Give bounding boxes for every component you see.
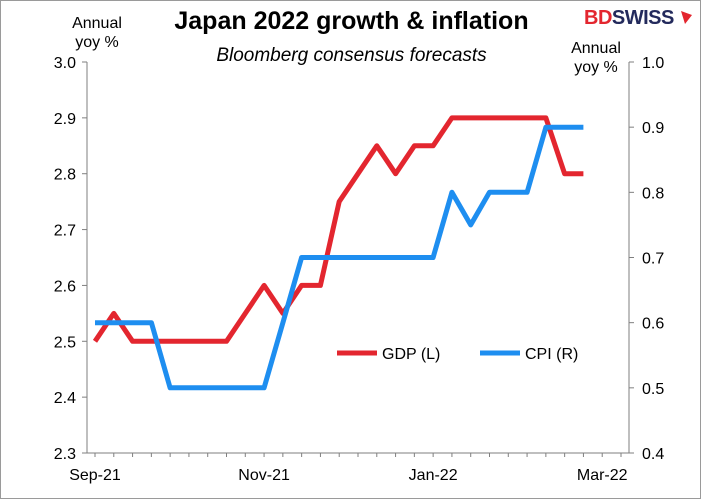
right-y-tick-label: 1.0 [642,55,664,72]
series-line-cpi [95,124,584,391]
right-y-tick-label: 0.7 [642,251,664,268]
left-y-tick-label: 2.6 [54,278,76,295]
logo-text-swiss: SWISS [611,7,674,29]
left-y-tick-label: 2.3 [54,446,76,463]
right-axis-title-line2: yoy % [574,59,618,76]
series-line-gdp [92,115,584,344]
x-tick-label: Nov-21 [238,467,290,484]
left-y-tick-label: 2.5 [54,334,76,351]
left-y-tick-label: 2.4 [54,390,76,407]
right-axis-title-line1: Annual [571,40,621,57]
left-y-tick-label: 3.0 [54,55,76,72]
x-tick-label: Mar-22 [577,467,628,484]
right-y-tick-label: 0.9 [642,120,664,137]
right-y-tick-label: 0.4 [642,446,664,463]
right-y-tick-label: 0.6 [642,316,664,333]
right-y-tick-label: 0.8 [642,185,664,202]
logo-mark-icon [680,11,692,24]
right-axis-title: Annual yoy % [556,39,636,77]
logo-text-bd: BD [584,7,612,29]
legend-label-cpi: CPI (R) [525,346,578,363]
left-axis-title: Annual yoy % [57,14,137,52]
right-y-tick-label: 0.5 [642,381,664,398]
x-tick-label: Sep-21 [69,467,121,484]
left-axis-title-line1: Annual [72,15,122,32]
left-y-tick-label: 2.7 [54,223,76,240]
x-tick-label: Jan-22 [409,467,458,484]
legend-label-gdp: GDP (L) [382,346,440,363]
left-axis-title-line2: yoy % [75,34,119,51]
chart-subtitle: Bloomberg consensus forecasts [216,45,487,66]
left-y-tick-label: 2.8 [54,167,76,184]
chart-title: Japan 2022 growth & inflation [174,7,529,35]
left-y-tick-label: 2.9 [54,111,76,128]
bdswiss-logo: BDSWISS [584,7,693,30]
